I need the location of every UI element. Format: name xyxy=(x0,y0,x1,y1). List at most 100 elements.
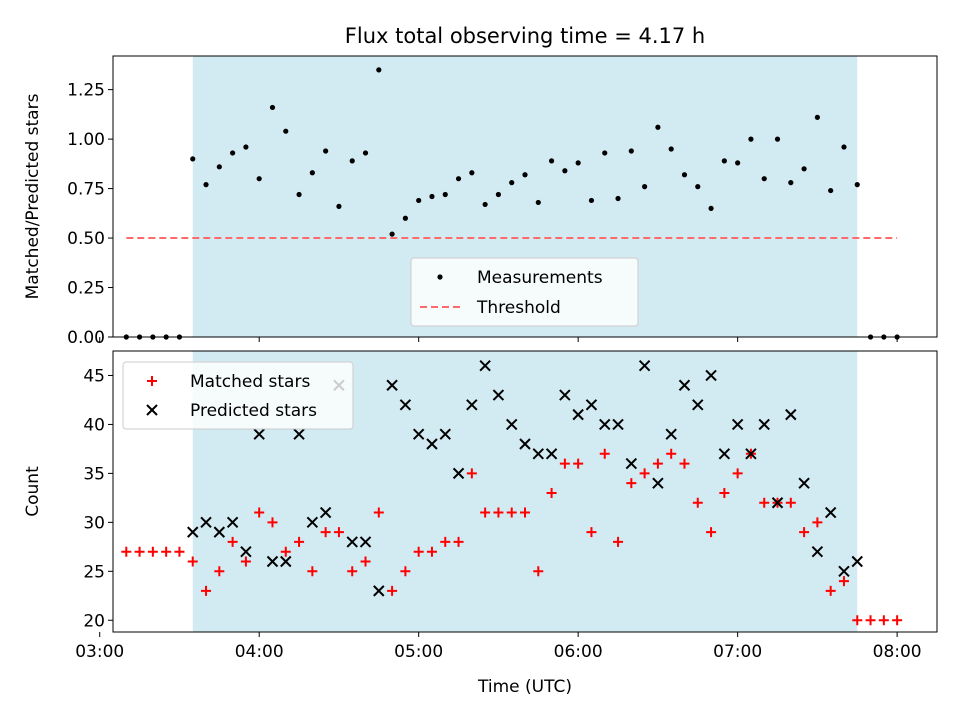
predicted-stars-point xyxy=(731,418,744,431)
matched-stars-point xyxy=(134,546,145,557)
y-tick-label: 0.25 xyxy=(67,279,105,299)
matched-stars-point xyxy=(506,507,517,518)
measurement-point xyxy=(469,170,475,176)
legend-marker-x xyxy=(146,404,158,416)
predicted-stars-point xyxy=(373,585,385,597)
measurement-point xyxy=(681,172,688,178)
matched-stars-point xyxy=(240,556,251,567)
predicted-stars-point xyxy=(532,448,544,460)
measurement-point xyxy=(455,176,462,182)
predicted-stars-point xyxy=(652,477,664,489)
predicted-stars-point xyxy=(824,506,837,519)
matched-stars-point xyxy=(878,615,889,626)
legend-label: Measurements xyxy=(477,268,603,288)
y-tick-label: 45 xyxy=(83,366,105,386)
predicted-stars-point xyxy=(346,536,358,548)
matched-stars-point xyxy=(480,507,491,518)
predicted-stars-point xyxy=(226,516,239,529)
matched-stars-point xyxy=(426,546,437,557)
matched-stars-point xyxy=(799,527,810,538)
matched-stars-point xyxy=(280,546,291,557)
predicted-stars-point xyxy=(492,389,505,401)
measurement-point xyxy=(735,160,741,166)
legend-box xyxy=(122,361,354,430)
series-matched-stars xyxy=(121,448,903,626)
matched-stars-point xyxy=(453,536,464,547)
matched-stars-point xyxy=(333,527,344,538)
y-tick-label: 30 xyxy=(83,513,105,533)
matched-stars-point xyxy=(387,585,398,596)
matched-stars-point xyxy=(692,497,703,508)
predicted-stars-point xyxy=(559,389,571,401)
measurement-point xyxy=(548,158,555,164)
matched-stars-point xyxy=(147,546,158,557)
matched-stars-point xyxy=(852,615,863,626)
predicted-stars-point xyxy=(359,536,372,548)
matched-stars-point xyxy=(812,517,823,528)
predicted-stars-point xyxy=(811,546,824,558)
predicted-stars-point xyxy=(705,369,717,382)
measurement-point xyxy=(442,191,448,198)
y-tick-label: 40 xyxy=(83,415,105,435)
predicted-stars-point xyxy=(506,418,518,431)
measurement-point xyxy=(190,156,196,162)
predicted-stars-point xyxy=(200,516,212,529)
predicted-stars-point xyxy=(758,418,770,431)
matched-stars-point xyxy=(466,468,477,479)
predicted-stars-point xyxy=(545,448,558,460)
predicted-stars-point xyxy=(745,448,757,460)
measurement-point xyxy=(801,166,807,172)
matched-stars-point xyxy=(520,507,530,518)
matched-stars-point xyxy=(294,536,305,547)
x-tick-label: 05:00 xyxy=(394,642,443,662)
matched-stars-point xyxy=(652,458,663,469)
matched-stars-point xyxy=(493,507,504,518)
measurement-point xyxy=(349,158,355,164)
matched-stars-point xyxy=(573,458,584,469)
x-tick-label: 04:00 xyxy=(235,642,284,662)
y-axis-label: Matched/Predicted stars xyxy=(23,93,43,299)
measurement-point xyxy=(642,184,648,190)
matched-stars-point xyxy=(400,566,411,577)
matched-stars-point xyxy=(254,507,265,518)
matched-stars-point xyxy=(161,546,172,557)
predicted-stars-point xyxy=(718,448,731,460)
legend-marker-plus xyxy=(147,376,157,386)
matched-stars-point xyxy=(174,546,185,557)
x-tick-label: 06:00 xyxy=(554,642,603,662)
predicted-stars-point xyxy=(412,428,425,440)
matched-stars-point xyxy=(121,546,132,557)
predicted-stars-point xyxy=(399,399,412,411)
matched-stars-point xyxy=(626,478,637,489)
matched-stars-point xyxy=(201,585,212,596)
measurement-point xyxy=(283,128,289,134)
measurement-point xyxy=(788,180,794,186)
predicted-stars-point xyxy=(572,408,584,421)
matched-stars-point xyxy=(719,487,730,498)
measurement-point xyxy=(482,201,488,208)
measurement-point xyxy=(323,148,329,154)
matched-stars-point xyxy=(214,566,225,577)
matched-stars-point xyxy=(307,566,318,577)
y-tick-label: 25 xyxy=(83,562,105,582)
matched-stars-point xyxy=(320,527,331,538)
matched-stars-point xyxy=(838,576,849,587)
predicted-stars-point xyxy=(293,428,305,440)
matched-stars-point xyxy=(599,448,610,459)
predicted-stars-point xyxy=(452,467,465,480)
predicted-stars-point xyxy=(665,428,677,440)
measurement-point xyxy=(814,114,820,120)
predicted-stars-point xyxy=(439,428,451,440)
matched-stars-point xyxy=(666,448,677,459)
measurement-point xyxy=(495,191,502,198)
predicted-stars-point xyxy=(306,516,319,529)
measurement-point xyxy=(708,205,714,211)
predicted-stars-point xyxy=(838,565,850,578)
predicted-stars-point xyxy=(280,555,292,568)
measurement-point xyxy=(389,231,395,237)
matched-stars-point xyxy=(892,615,903,626)
predicted-stars-point xyxy=(266,555,279,568)
measurement-point xyxy=(774,136,781,142)
predicted-stars-point xyxy=(213,526,226,538)
measurement-point xyxy=(362,150,369,156)
